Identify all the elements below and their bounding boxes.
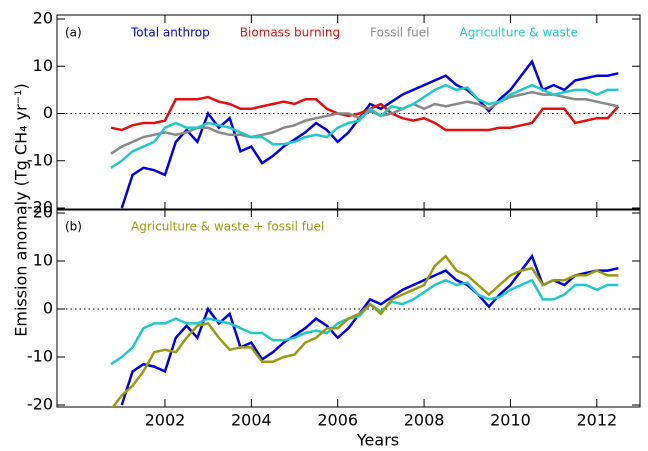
y-tick-label: 0	[43, 103, 53, 122]
y-tick-label: -20	[27, 198, 53, 217]
legend-entry: Agriculture & waste + fossil fuel	[131, 220, 324, 234]
series-line	[110, 90, 619, 155]
plot-frame	[56, 208, 641, 408]
x-axis-label: Years	[356, 431, 399, 450]
series-line	[110, 278, 619, 366]
y-tick-label: 0	[43, 299, 53, 318]
x-tick-label: 2004	[231, 411, 272, 430]
legend-entry: Total anthrop	[130, 26, 210, 40]
panel-label: (b)	[65, 220, 82, 234]
series-line	[110, 95, 620, 132]
y-tick-label: -10	[27, 347, 53, 366]
y-tick-label: 10	[33, 56, 53, 75]
plot-frame	[56, 14, 641, 211]
y-tick-label: -10	[27, 150, 53, 169]
legend-entry: Agriculture & waste	[460, 26, 579, 40]
series-line	[120, 253, 619, 406]
x-tick-label: 2010	[490, 411, 531, 430]
y-tick-label: -20	[27, 395, 53, 414]
x-tick-label: 2006	[317, 411, 358, 430]
x-tick-label: 2012	[576, 411, 617, 430]
legend-entry: Fossil fuel	[370, 26, 429, 40]
y-tick-label: 20	[33, 9, 53, 28]
x-tick-label: 2008	[404, 411, 445, 430]
y-tick-label: 10	[33, 251, 53, 270]
y-tick-label: 20	[33, 203, 53, 222]
y-axis-label: Emission anomaly (Tg CH₄ yr⁻¹)	[12, 83, 31, 337]
legend-entry: Biomass burning	[240, 26, 340, 40]
series-line	[111, 254, 619, 407]
panel-label: (a)	[65, 26, 82, 40]
series-line	[120, 58, 619, 209]
series-line	[110, 83, 619, 169]
x-tick-label: 2002	[145, 411, 186, 430]
